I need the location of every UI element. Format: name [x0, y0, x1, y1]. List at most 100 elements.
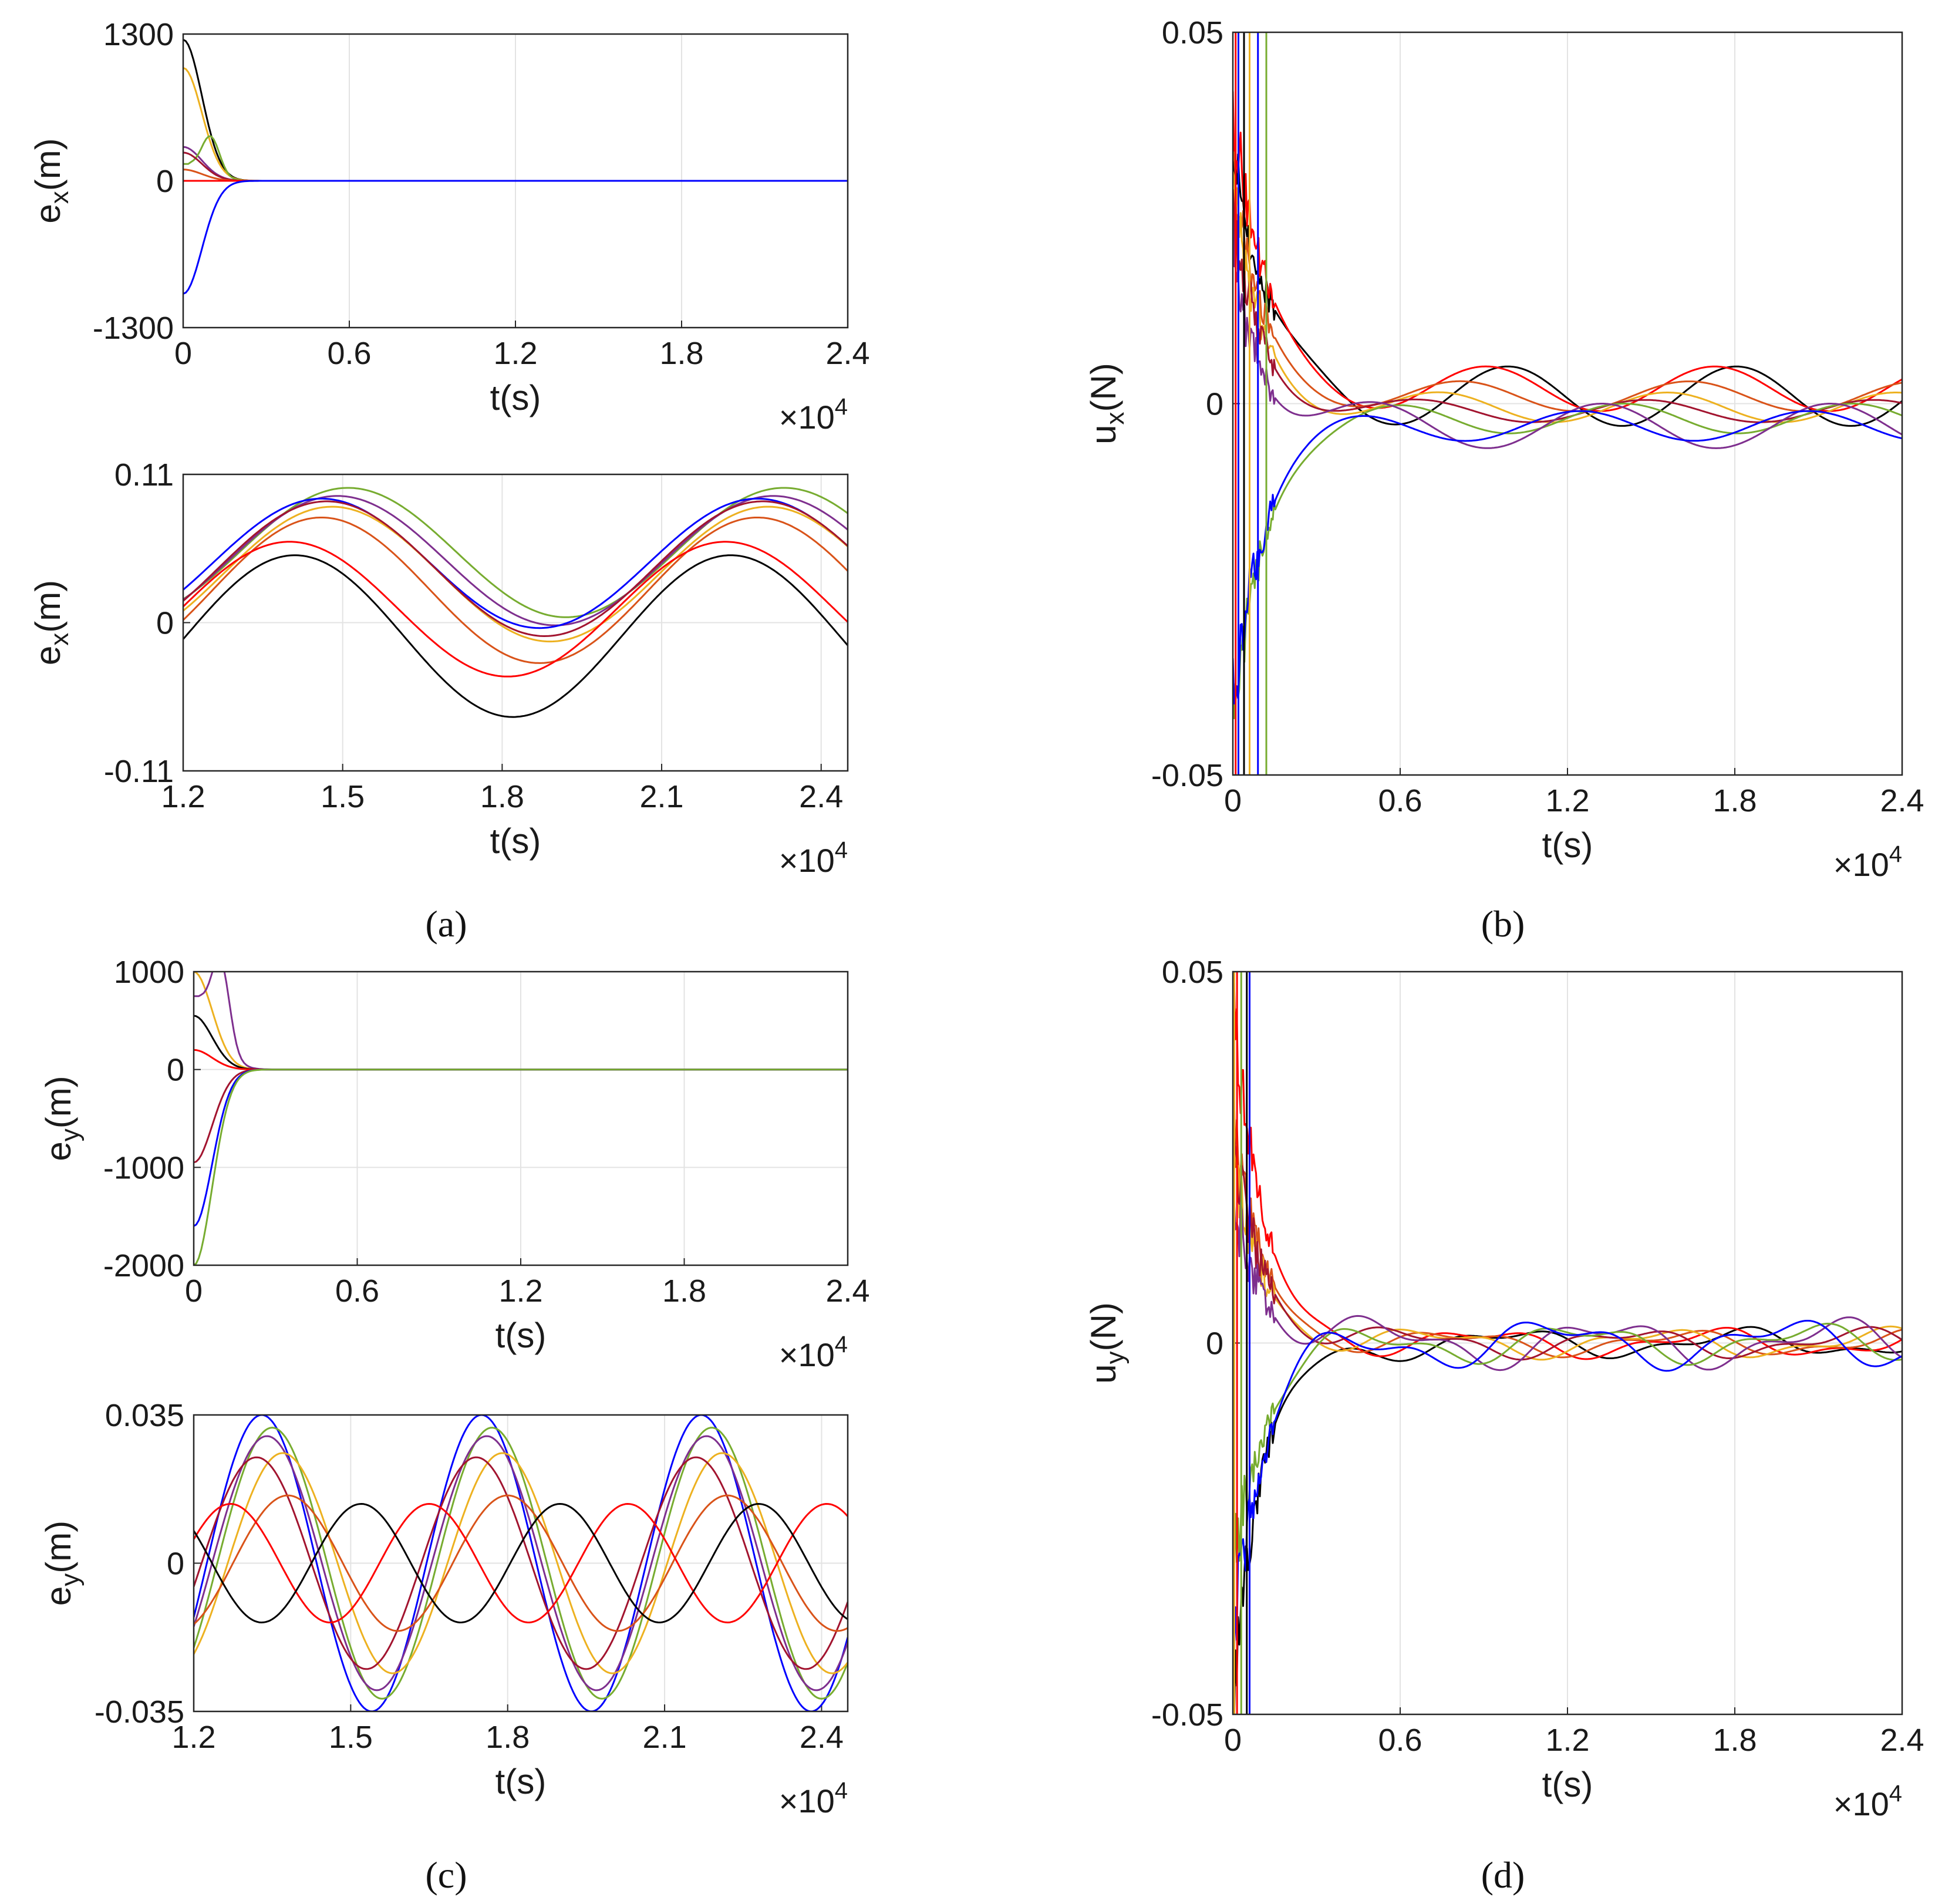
series-line-blue: [183, 497, 848, 629]
x-exponent-label: ×104: [779, 1778, 848, 1819]
x-axis-label: t(s): [495, 1762, 547, 1801]
series-line-red: [1233, 91, 1902, 412]
series-line-black: [194, 1503, 848, 1623]
series-line-blue: [194, 1415, 848, 1711]
series-line-green: [1233, 1323, 1902, 1570]
x-tick-label: 1.8: [1712, 1723, 1757, 1758]
series-line-black: [183, 554, 848, 718]
series-layer-b: [1233, 32, 1902, 775]
series-layer-c_top: [194, 972, 848, 1265]
y-axis-label: ey(m): [39, 1076, 85, 1161]
y-tick-label: 0: [1206, 1326, 1223, 1362]
y-tick-label: 0.05: [1162, 15, 1223, 50]
series-line-purple: [194, 1435, 848, 1691]
y-tick-label: 1300: [103, 17, 174, 52]
x-tick-label: 0.6: [327, 336, 371, 371]
series-layer-a_top: [183, 39, 848, 295]
y-tick-label: -0.05: [1151, 1697, 1223, 1733]
axes-a_bottom: 1.2 1.5 1.8 2.1 2.4 -0.11 0 0.11 t(s) ex(m) ×104: [28, 457, 849, 879]
series-line-yellow: [1233, 1132, 1902, 1361]
y-tick-label: -2000: [103, 1248, 184, 1283]
y-axis-label: ex(m): [28, 138, 74, 223]
x-axis-label: t(s): [490, 378, 541, 417]
y-axis-label: ey(m): [39, 1521, 85, 1606]
series-line-yellow: [183, 506, 848, 643]
series-line-black: [1233, 133, 1902, 427]
axes-c_bottom: 1.2 1.5 1.8 2.1 2.4 -0.035 0 0.035 t(s) ey(m) ×104: [39, 1398, 849, 1819]
series-line-blue: [1233, 1320, 1902, 1651]
series-line-red: [183, 541, 848, 678]
axes-frame: [182, 473, 849, 772]
series-line-yellow: [1233, 171, 1902, 423]
series-line-yellow: [194, 1452, 848, 1674]
axes-frame: [1232, 970, 1903, 1716]
x-tick-label: 0.6: [335, 1273, 379, 1309]
y-tick-label: 0: [1206, 387, 1223, 422]
series-layer-a_bottom: [183, 487, 848, 718]
x-axis-label: t(s): [490, 821, 541, 861]
y-axis-label: uy(N): [1084, 1302, 1130, 1384]
series-line-dark_red: [194, 1456, 848, 1670]
x-tick-label: 2.4: [800, 1720, 844, 1755]
y-axis-label: ex(m): [28, 580, 74, 665]
x-exponent-label: ×104: [779, 394, 848, 436]
series-line-blue: [1233, 410, 1902, 705]
x-axis-label: t(s): [1542, 1765, 1593, 1804]
y-tick-label: 0.035: [105, 1398, 184, 1433]
axes-frame: [193, 970, 849, 1266]
series-line-green: [194, 1069, 848, 1265]
series-line-purple: [1233, 1160, 1902, 1371]
series-line-green: [1233, 403, 1902, 719]
x-tick-label: 1.8: [480, 779, 524, 814]
x-tick-label: 1.2: [161, 779, 205, 814]
x-tick-label: 0: [1224, 783, 1242, 818]
x-tick-label: 1.2: [498, 1273, 542, 1309]
x-tick-label: 1.8: [662, 1273, 706, 1309]
x-tick-label: 0.6: [1378, 1723, 1422, 1758]
panel-label-a: (a): [425, 903, 467, 945]
series-line-green: [183, 487, 848, 618]
panel-label-d: (d): [1481, 1854, 1525, 1896]
x-tick-label: 1.2: [171, 1720, 215, 1755]
x-tick-label: 0: [1224, 1723, 1242, 1758]
y-tick-label: 0: [167, 1053, 184, 1088]
x-exponent-label: ×104: [1833, 841, 1902, 883]
axes-frame: [193, 1414, 849, 1713]
x-exponent-label: ×104: [779, 837, 848, 879]
x-tick-label: 0: [185, 1273, 203, 1309]
x-tick-label: 2.4: [799, 779, 843, 814]
x-tick-label: 2.4: [825, 1273, 869, 1309]
x-tick-label: 2.1: [643, 1720, 687, 1755]
x-tick-label: 2.4: [1880, 1723, 1924, 1758]
y-tick-label: 0: [167, 1546, 184, 1582]
x-axis-label: t(s): [495, 1316, 547, 1355]
axes-frame: [182, 33, 849, 329]
x-tick-label: 2.1: [640, 779, 684, 814]
x-tick-label: 1.8: [486, 1720, 530, 1755]
x-exponent-label: ×104: [1833, 1781, 1902, 1822]
series-line-dark_red: [1233, 189, 1902, 423]
y-tick-label: -0.11: [104, 754, 174, 789]
x-axis-label: t(s): [1542, 825, 1593, 865]
series-line-orange_red: [183, 517, 848, 664]
panel-label-c: (c): [425, 1854, 467, 1896]
x-tick-label: 1.8: [659, 336, 703, 371]
x-tick-label: 1.8: [1712, 783, 1757, 818]
x-tick-label: 2.4: [1880, 783, 1924, 818]
series-line-red: [194, 1503, 848, 1623]
x-tick-label: 0.6: [1378, 783, 1422, 818]
y-tick-label: 0: [156, 606, 174, 641]
x-tick-label: 2.4: [825, 336, 869, 371]
x-exponent-label: ×104: [779, 1332, 848, 1373]
axes-frame: [1232, 31, 1903, 776]
x-tick-label: 1.2: [493, 336, 537, 371]
series-line-orange_red: [1233, 1098, 1902, 1359]
x-tick-label: 1.5: [329, 1720, 373, 1755]
series-line-dark_red: [183, 500, 848, 637]
series-layer-d: [1233, 972, 1902, 1714]
x-tick-label: 1.5: [321, 779, 365, 814]
